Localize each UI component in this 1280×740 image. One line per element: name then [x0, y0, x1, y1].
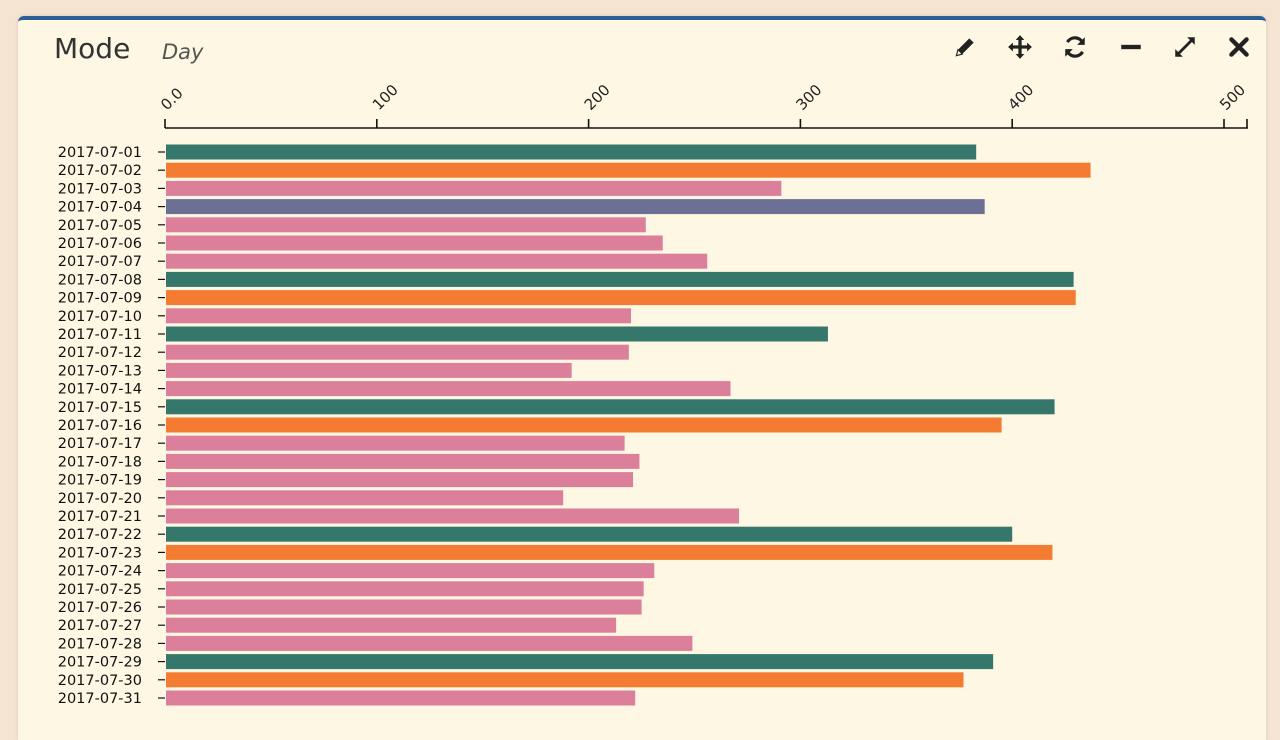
minus-icon	[1121, 44, 1141, 50]
move-button[interactable]	[1003, 30, 1037, 64]
bar[interactable]	[166, 235, 663, 251]
category-label: 2017-07-06	[58, 236, 142, 252]
bar[interactable]	[166, 199, 985, 215]
category-label: 2017-07-13	[58, 363, 142, 379]
bar[interactable]	[166, 617, 617, 633]
bar[interactable]	[166, 344, 629, 360]
bar[interactable]	[166, 581, 644, 597]
category-label: 2017-07-18	[58, 454, 142, 470]
bar[interactable]	[166, 417, 1002, 433]
pencil-icon	[955, 38, 974, 57]
category-label: 2017-07-21	[58, 509, 142, 525]
expand-button[interactable]	[1168, 30, 1202, 64]
x-tick-label: 200	[581, 81, 614, 114]
category-label: 2017-07-10	[58, 309, 142, 325]
category-label: 2017-07-08	[58, 272, 142, 288]
category-label: 2017-07-12	[58, 345, 142, 361]
x-tick-label: 100	[369, 81, 402, 114]
category-label: 2017-07-30	[58, 673, 142, 689]
minimize-button[interactable]	[1114, 30, 1148, 64]
category-label: 2017-07-02	[58, 163, 142, 179]
bar[interactable]	[166, 290, 1076, 306]
category-label: 2017-07-11	[58, 327, 142, 343]
bar[interactable]	[166, 654, 994, 670]
move-icon	[1008, 35, 1032, 59]
category-label: 2017-07-23	[58, 545, 142, 561]
category-label: 2017-07-01	[58, 145, 142, 161]
chart-subtitle: Day	[162, 40, 204, 64]
toolbar	[946, 30, 1262, 64]
category-label: 2017-07-09	[58, 291, 142, 307]
category-label: 2017-07-05	[58, 218, 142, 234]
category-label: 2017-07-07	[58, 254, 142, 270]
x-tick-label: 400	[1004, 81, 1037, 114]
category-label: 2017-07-16	[58, 418, 142, 434]
close-icon	[1229, 37, 1249, 57]
category-label: 2017-07-26	[58, 600, 142, 616]
category-label: 2017-07-14	[58, 382, 142, 398]
bar[interactable]	[166, 217, 646, 233]
bar[interactable]	[166, 635, 693, 651]
category-label: 2017-07-15	[58, 400, 142, 416]
bar[interactable]	[166, 144, 977, 160]
category-label: 2017-07-20	[58, 491, 142, 507]
category-label: 2017-07-29	[58, 655, 142, 671]
edit-button[interactable]	[948, 30, 982, 64]
category-label: 2017-07-31	[58, 691, 142, 707]
category-label: 2017-07-17	[58, 436, 142, 452]
bar[interactable]	[166, 599, 642, 615]
category-label: 2017-07-27	[58, 618, 142, 634]
bar[interactable]	[166, 271, 1074, 287]
bar[interactable]	[166, 690, 636, 706]
category-label: 2017-07-28	[58, 636, 142, 652]
bar[interactable]	[166, 162, 1091, 178]
bar[interactable]	[166, 672, 964, 688]
refresh-icon	[1065, 36, 1085, 58]
x-tick-label: 300	[793, 81, 826, 114]
expand-icon	[1175, 37, 1195, 57]
close-button[interactable]	[1222, 30, 1256, 64]
bar[interactable]	[166, 508, 739, 524]
bar[interactable]	[166, 253, 708, 269]
x-tick-label: 500	[1216, 81, 1249, 114]
bar[interactable]	[166, 381, 731, 397]
category-label: 2017-07-04	[58, 200, 142, 216]
bar-chart: 0.0 100 200 300 400 500 2017-07-01 2017-07-02 20…	[58, 81, 1249, 707]
bar[interactable]	[166, 472, 634, 488]
bar[interactable]	[166, 399, 1055, 415]
bar[interactable]	[166, 308, 631, 324]
category-label: 2017-07-24	[58, 564, 142, 580]
bar[interactable]	[166, 563, 655, 579]
bar[interactable]	[166, 490, 564, 506]
bar[interactable]	[166, 180, 782, 196]
chart-title: Mode	[54, 32, 131, 65]
bar[interactable]	[166, 326, 828, 342]
category-label: 2017-07-25	[58, 582, 142, 598]
bar[interactable]	[166, 544, 1053, 560]
category-label: 2017-07-19	[58, 473, 142, 489]
bar[interactable]	[166, 362, 572, 378]
category-label: 2017-07-22	[58, 527, 142, 543]
refresh-button[interactable]	[1058, 30, 1092, 64]
bar[interactable]	[166, 526, 1013, 542]
x-tick-label: 0.0	[157, 84, 187, 114]
bar[interactable]	[166, 453, 640, 469]
category-label: 2017-07-03	[58, 181, 142, 197]
bar[interactable]	[166, 435, 625, 451]
